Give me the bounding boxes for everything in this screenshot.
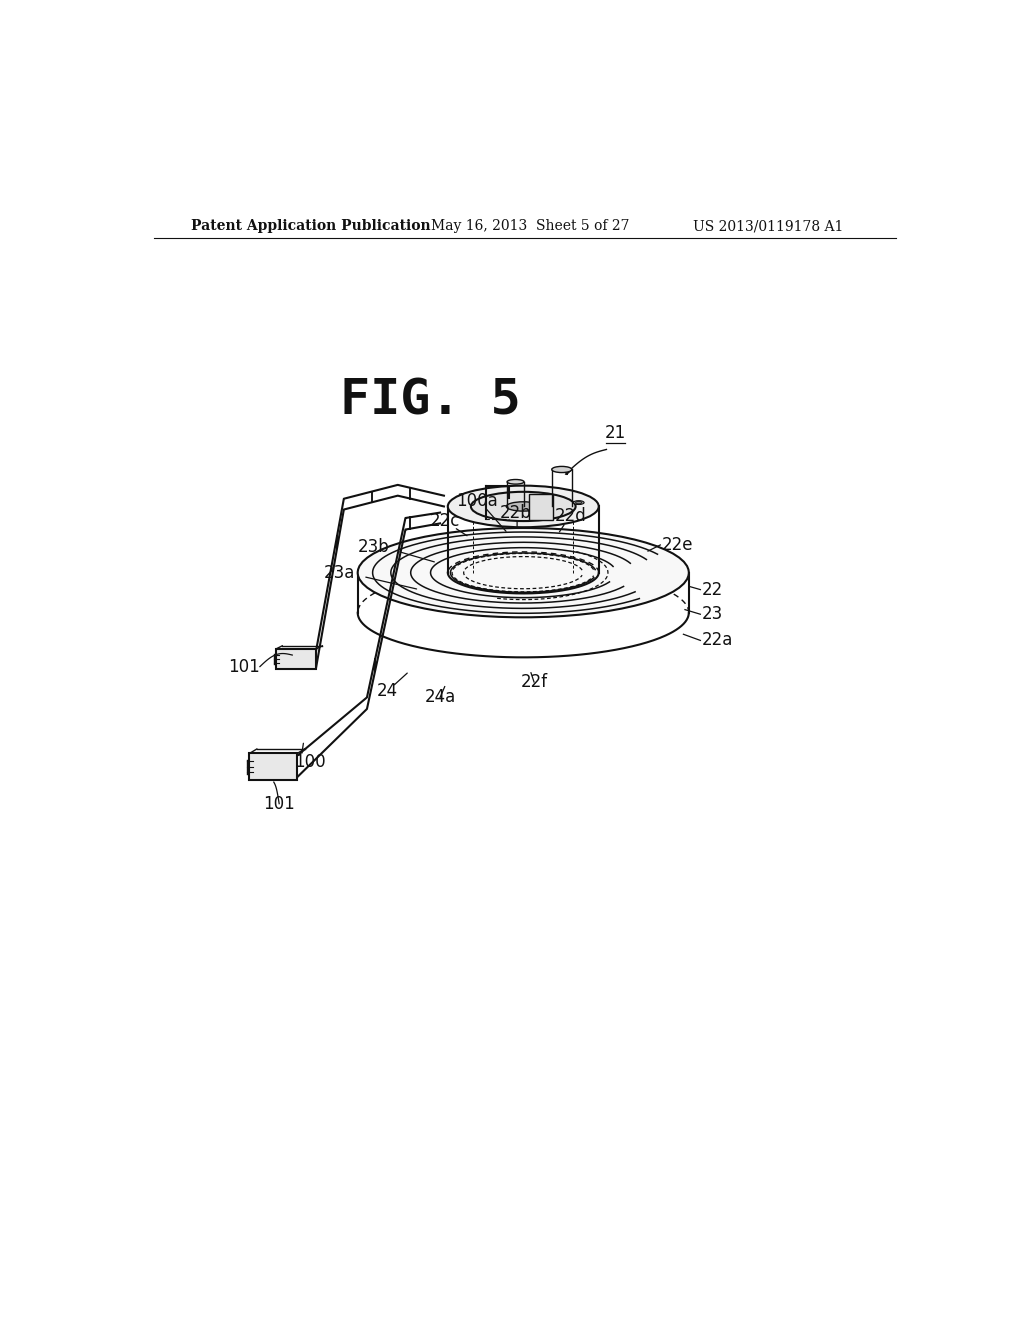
FancyBboxPatch shape [276, 649, 316, 669]
Text: 100: 100 [295, 754, 327, 771]
Ellipse shape [507, 479, 524, 484]
Text: 22d: 22d [555, 507, 587, 525]
Text: 22: 22 [701, 581, 723, 598]
Text: Patent Application Publication: Patent Application Publication [190, 219, 430, 234]
Text: 101: 101 [228, 657, 260, 676]
Text: 22b: 22b [500, 504, 531, 521]
Ellipse shape [573, 500, 584, 504]
Text: 22f: 22f [520, 673, 548, 690]
Text: 23a: 23a [324, 564, 355, 582]
Text: 22e: 22e [662, 536, 693, 554]
Text: US 2013/0119178 A1: US 2013/0119178 A1 [692, 219, 843, 234]
Text: 24: 24 [377, 682, 398, 700]
Ellipse shape [552, 466, 571, 473]
Text: 21: 21 [605, 424, 627, 442]
Text: FIG. 5: FIG. 5 [341, 378, 521, 425]
Text: 23b: 23b [357, 539, 389, 556]
Ellipse shape [575, 502, 582, 504]
Text: 23: 23 [701, 606, 723, 623]
Text: 101: 101 [263, 795, 295, 813]
Ellipse shape [447, 486, 599, 527]
Text: 100a: 100a [456, 492, 498, 510]
Ellipse shape [471, 492, 575, 521]
Text: 22c: 22c [429, 512, 460, 531]
Text: 22a: 22a [701, 631, 733, 649]
Ellipse shape [506, 502, 541, 511]
Ellipse shape [357, 528, 689, 618]
FancyBboxPatch shape [249, 752, 297, 780]
Text: 24a: 24a [425, 689, 456, 706]
Text: May 16, 2013  Sheet 5 of 27: May 16, 2013 Sheet 5 of 27 [431, 219, 630, 234]
Bar [529, 494, 553, 520]
